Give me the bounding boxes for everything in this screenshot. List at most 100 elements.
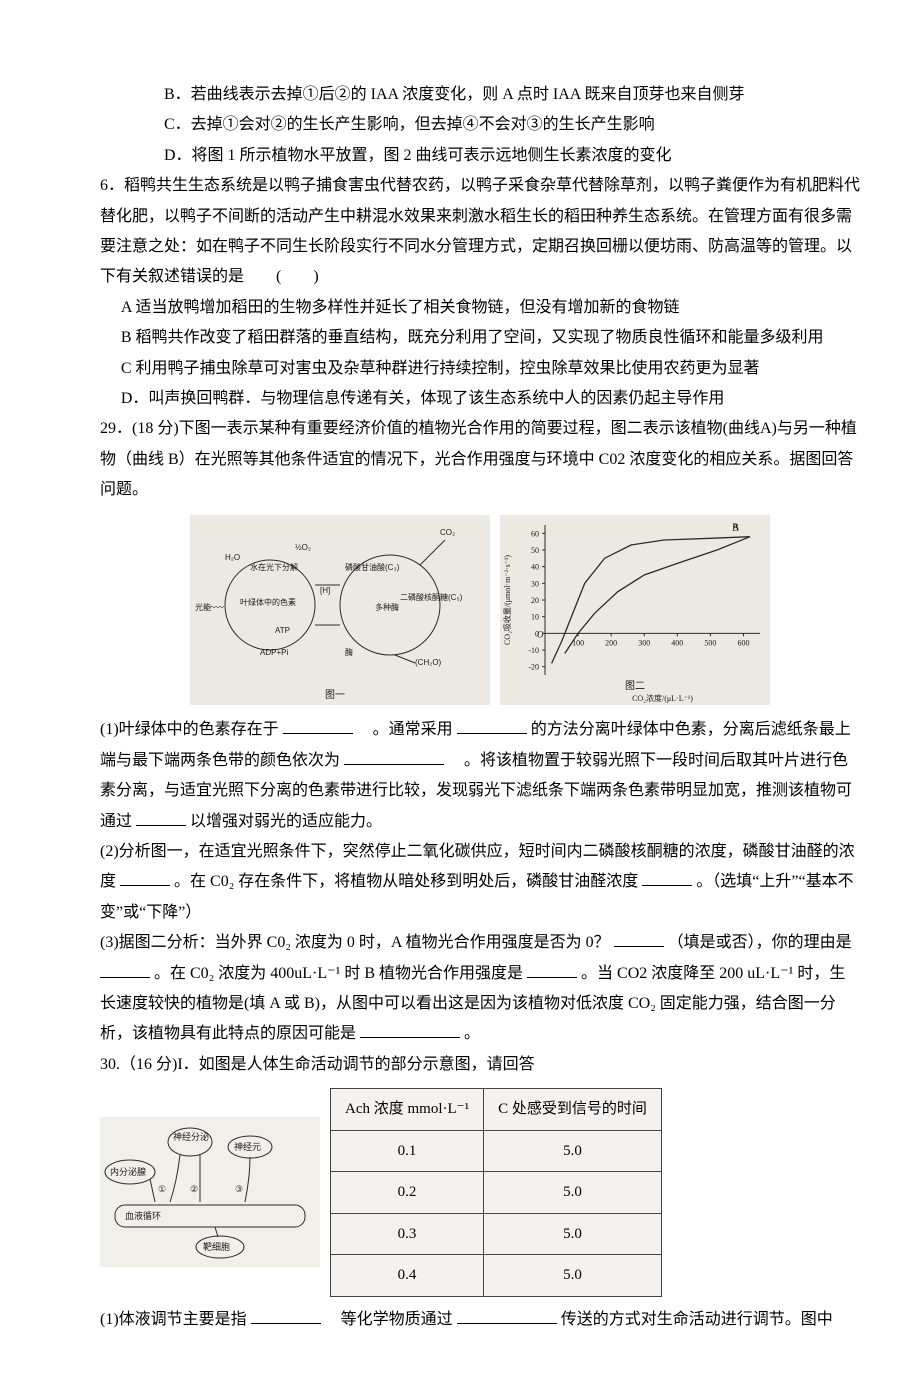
q29-p3b: （填是或否），你的理由是 [668,934,852,951]
blank [614,931,664,947]
q5-opt-c: C．去掉①会对②的生长产生影响，但去掉④不会对③的生长产生影响 [124,110,860,140]
blank [457,718,527,734]
blank [360,1022,460,1038]
q6-opt-b: B 稻鸭共作改变了稻田群落的垂直结构，既充分利用了空间，又实现了物质良性循环和能… [100,323,860,353]
q29-p3c: 。在 C0₂ 浓度为 400uL·L⁻¹ 时 B 植物光合作用强度是 [154,965,523,982]
q30-table: Ach 浓度 mmol·L⁻¹C 处感受到信号的时间0.15.00.25.00.… [330,1088,662,1297]
table-row: 0.15.0 [331,1130,662,1172]
table-header-cell: C 处感受到信号的时间 [484,1089,662,1131]
svg-text:-10: -10 [528,646,539,655]
q29-p3e: 。 [464,1025,480,1042]
svg-text:叶绿体中的色素: 叶绿体中的色素 [240,597,296,607]
blank [136,810,186,826]
svg-text:磷酸甘油酸(C₃): 磷酸甘油酸(C₃) [345,562,400,572]
svg-text:①: ① [158,1184,166,1194]
svg-text:500: 500 [704,639,716,648]
q6-stem: 6．稻鸭共生生态系统是以鸭子捕食害虫代替农药，以鸭子采食杂草代替除草剂，以鸭子粪… [100,171,860,293]
svg-text:水在光下分解: 水在光下分解 [250,562,298,572]
q6-opt-d: D．叫声换回鸭群．与物理信息传递有关，体现了该生态系统中人的因素仍起主导作用 [100,384,860,414]
q29-fig1: CO₂ H₂O ½O₂ 水在光下分解 磷酸甘油酸(C₃) 二磷酸核酮糖(C₅) … [190,515,490,705]
table-cell: 0.1 [331,1130,484,1172]
svg-text:200: 200 [605,639,617,648]
q29-p3a: (3)据图二分析：当外界 C0₂ 浓度为 0 时，A 植物光合作用强度是否为 0… [100,934,610,951]
svg-text:神经分泌: 神经分泌 [173,1131,209,1142]
svg-text:〰〰: 〰〰 [208,603,224,612]
q30-stem: 30.（16 分)I．如图是人体生命活动调节的部分示意图，请回答 [100,1050,860,1080]
svg-text:-20: -20 [528,663,539,672]
q30-p1b: 等化学物质通过 [325,1311,453,1328]
q30: 30.（16 分)I．如图是人体生命活动调节的部分示意图，请回答 内分泌腺 神经… [100,1050,860,1335]
q30-fig: 内分泌腺 神经分泌 神经元 ① ② ③ 血液循环 靶细胞 [100,1117,320,1267]
svg-text:②: ② [190,1184,198,1194]
svg-text:B: B [732,523,739,534]
blank [457,1308,557,1324]
svg-text:H₂O: H₂O [225,553,240,562]
svg-text:靶细胞: 靶细胞 [203,1241,230,1252]
table-cell: 5.0 [484,1213,662,1255]
table-row: 0.25.0 [331,1172,662,1214]
svg-text:400: 400 [671,639,683,648]
blank [527,962,577,978]
svg-text:20: 20 [531,596,539,605]
svg-text:CO₂浓度/(μL·L⁻¹): CO₂浓度/(μL·L⁻¹) [632,693,693,703]
q30-p1: (1)体液调节主要是指 等化学物质通过 传送的方式对生命活动进行调节。图中 [100,1305,860,1335]
svg-text:ATP: ATP [275,626,290,635]
svg-text:神经元: 神经元 [234,1141,261,1152]
table-row: 0.35.0 [331,1213,662,1255]
q29-p1: (1)叶绿体中的色素存在于 。通常采用 的方法分离叶绿体中色素，分离后滤纸条最上… [100,715,860,837]
table-cell: 0.4 [331,1255,484,1297]
q29-p2: (2)分析图一，在适宜光照条件下，突然停止二氧化碳供应，短时间内二磷酸核酮糖的浓… [100,837,860,928]
q29: 29．(18 分)下图一表示某种有重要经济价值的植物光合作用的简要过程，图二表示… [100,414,860,1049]
svg-text:ADP+Pi: ADP+Pi [260,648,288,657]
blank [283,718,353,734]
blank [100,962,150,978]
q5-opt-b: B．若曲线表示去掉①后②的 IAA 浓度变化，则 A 点时 IAA 既来自顶芽也… [124,80,860,110]
q6: 6．稻鸭共生生态系统是以鸭子捕食害虫代替农药，以鸭子采食杂草代替除草剂，以鸭子粪… [100,171,860,414]
q29-p2b: 。在 C0₂ 存在条件下，将植物从暗处移到明处后，磷酸甘油醛浓度 [174,873,638,890]
svg-text:40: 40 [531,563,539,572]
svg-text:多种酶: 多种酶 [375,602,399,612]
svg-text:10: 10 [531,613,539,622]
svg-text:O: O [537,630,544,640]
svg-text:[H]: [H] [320,586,330,595]
q29-p1b: 。通常采用 [357,721,453,738]
svg-text:血液循环: 血液循环 [125,1210,161,1221]
q29-figures: CO₂ H₂O ½O₂ 水在光下分解 磷酸甘油酸(C₃) 二磷酸核酮糖(C₅) … [100,515,860,705]
q30-fig-row: 内分泌腺 神经分泌 神经元 ① ② ③ 血液循环 靶细胞 [100,1088,860,1297]
table-header-cell: Ach 浓度 mmol·L⁻¹ [331,1089,484,1131]
table-cell: 5.0 [484,1172,662,1214]
svg-text:图一: 图一 [325,689,345,701]
q5-options: B．若曲线表示去掉①后②的 IAA 浓度变化，则 A 点时 IAA 既来自顶芽也… [100,80,860,171]
q29-p3: (3)据图二分析：当外界 C0₂ 浓度为 0 时，A 植物光合作用强度是否为 0… [100,928,860,1050]
blank [251,1308,321,1324]
q29-p1a: (1)叶绿体中的色素存在于 [100,721,279,738]
q5-opt-d: D．将图 1 所示植物水平放置，图 2 曲线可表示远地侧生长素浓度的变化 [124,141,860,171]
svg-text:CO₂吸收量/(μmol·m⁻²·s⁻¹): CO₂吸收量/(μmol·m⁻²·s⁻¹) [502,555,512,645]
svg-text:二磷酸核酮糖(C₅): 二磷酸核酮糖(C₅) [400,592,463,602]
q29-p1e: 以增强对弱光的适应能力。 [190,813,382,830]
svg-text:CO₂: CO₂ [440,528,455,537]
svg-text:60: 60 [531,530,539,539]
svg-text:图二: 图二 [625,680,645,692]
table-cell: 0.3 [331,1213,484,1255]
svg-text:内分泌腺: 内分泌腺 [110,1166,146,1177]
q29-stem: 29．(18 分)下图一表示某种有重要经济价值的植物光合作用的简要过程，图二表示… [100,414,860,505]
svg-text:½O₂: ½O₂ [295,543,311,552]
table-cell: 0.2 [331,1172,484,1214]
svg-text:300: 300 [638,639,650,648]
svg-text:30: 30 [531,580,539,589]
svg-text:50: 50 [531,546,539,555]
blank [344,749,444,765]
svg-text:600: 600 [737,639,749,648]
blank [642,870,692,886]
table-cell: 5.0 [484,1255,662,1297]
svg-text:(CH₂O): (CH₂O) [415,658,442,667]
table-cell: 5.0 [484,1130,662,1172]
q30-p1c: 传送的方式对生命活动进行调节。图中 [561,1311,833,1328]
svg-text:酶: 酶 [345,647,353,657]
q29-fig2: -20-100102030405060100200300400500600ABC… [500,515,770,705]
q6-opt-c: C 利用鸭子捕虫除草可对害虫及杂草种群进行持续控制，控虫除草效果比使用农药更为显… [100,354,860,384]
blank [120,870,170,886]
q30-p1a: (1)体液调节主要是指 [100,1311,247,1328]
table-row: 0.45.0 [331,1255,662,1297]
